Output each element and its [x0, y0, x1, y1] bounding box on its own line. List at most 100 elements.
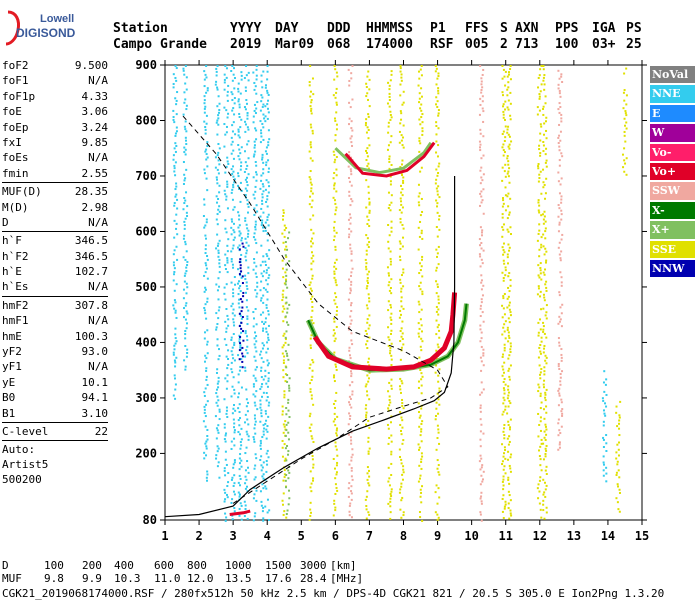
band-point: [244, 413, 247, 416]
header-label-6: FFS: [465, 21, 489, 36]
band-point: [389, 257, 392, 260]
band-point: [538, 386, 541, 389]
band-point: [239, 502, 242, 505]
band-point: [267, 310, 270, 313]
band-point: [267, 518, 270, 521]
band-point: [333, 299, 336, 302]
band-point: [436, 502, 439, 505]
band-point: [312, 440, 315, 443]
band-point: [237, 175, 240, 178]
band-point: [255, 242, 258, 245]
band-point: [238, 325, 241, 328]
band-point: [335, 267, 338, 270]
band-point: [217, 172, 220, 175]
band-point: [347, 487, 350, 490]
band-point: [267, 371, 270, 374]
band-point: [242, 295, 245, 298]
band-point: [266, 255, 269, 258]
band-point: [238, 187, 241, 190]
band-point: [204, 132, 207, 135]
band-point: [389, 493, 392, 496]
band-point: [224, 498, 227, 501]
band-point: [174, 161, 177, 164]
band-point: [387, 125, 390, 128]
band-point: [203, 85, 206, 88]
band-point: [284, 486, 287, 489]
band-point: [203, 457, 206, 460]
band-point: [538, 211, 541, 214]
band-point: [398, 385, 401, 388]
band-point: [502, 228, 505, 231]
band-point: [311, 437, 314, 440]
band-point: [253, 440, 256, 443]
y-tick-label: 600: [135, 224, 157, 238]
band-point: [507, 163, 510, 166]
band-point: [284, 350, 287, 353]
band-point: [183, 197, 186, 200]
band-point: [401, 174, 404, 177]
band-point: [507, 388, 510, 391]
band-point: [545, 336, 548, 339]
band-point: [482, 470, 485, 473]
band-point: [418, 97, 421, 100]
band-point: [502, 149, 505, 152]
band-point: [334, 477, 337, 480]
band-point: [542, 493, 545, 496]
band-point: [333, 229, 336, 232]
band-point: [262, 517, 265, 520]
band-point: [367, 436, 370, 439]
band-point: [309, 508, 312, 511]
band-point: [239, 285, 242, 288]
band-point: [310, 397, 313, 400]
band-point: [479, 226, 482, 229]
band-point: [310, 183, 313, 186]
band-point: [226, 374, 229, 377]
footer-value: 1500: [265, 559, 292, 572]
band-point: [364, 258, 367, 261]
band-point: [283, 355, 286, 358]
band-point: [255, 350, 258, 353]
band-point: [172, 394, 175, 397]
band-point: [502, 259, 505, 262]
band-point: [545, 472, 548, 475]
band-point: [508, 213, 511, 216]
band-point: [253, 258, 256, 261]
band-point: [232, 407, 235, 410]
band-point: [309, 344, 312, 347]
band-point: [539, 152, 542, 155]
band-point: [237, 134, 240, 137]
band-point: [544, 237, 547, 240]
band-point: [333, 161, 336, 164]
band-point: [544, 95, 547, 98]
band-point: [557, 142, 560, 145]
band-point: [399, 197, 402, 200]
band-point: [438, 228, 441, 231]
band-point: [349, 204, 352, 207]
band-point: [421, 275, 424, 278]
band-point: [605, 472, 608, 475]
band-point: [501, 205, 504, 208]
band-point: [401, 194, 404, 197]
band-point: [237, 100, 240, 103]
band-point: [260, 504, 263, 507]
band-point: [481, 86, 484, 89]
band-point: [366, 478, 369, 481]
band-point: [173, 167, 176, 170]
band-point: [367, 191, 370, 194]
band-point: [233, 206, 236, 209]
band-point: [557, 83, 560, 86]
band-point: [602, 409, 605, 412]
band-point: [507, 317, 510, 320]
band-point: [398, 255, 401, 258]
band-point: [335, 128, 338, 131]
band-point: [350, 439, 353, 442]
band-point: [183, 234, 186, 237]
band-point: [348, 79, 351, 82]
band-point: [233, 77, 236, 80]
band-point: [237, 419, 240, 422]
band-point: [239, 200, 242, 203]
band-point: [285, 268, 288, 271]
band-point: [616, 483, 619, 486]
band-point: [557, 434, 560, 437]
band-point: [333, 187, 336, 190]
